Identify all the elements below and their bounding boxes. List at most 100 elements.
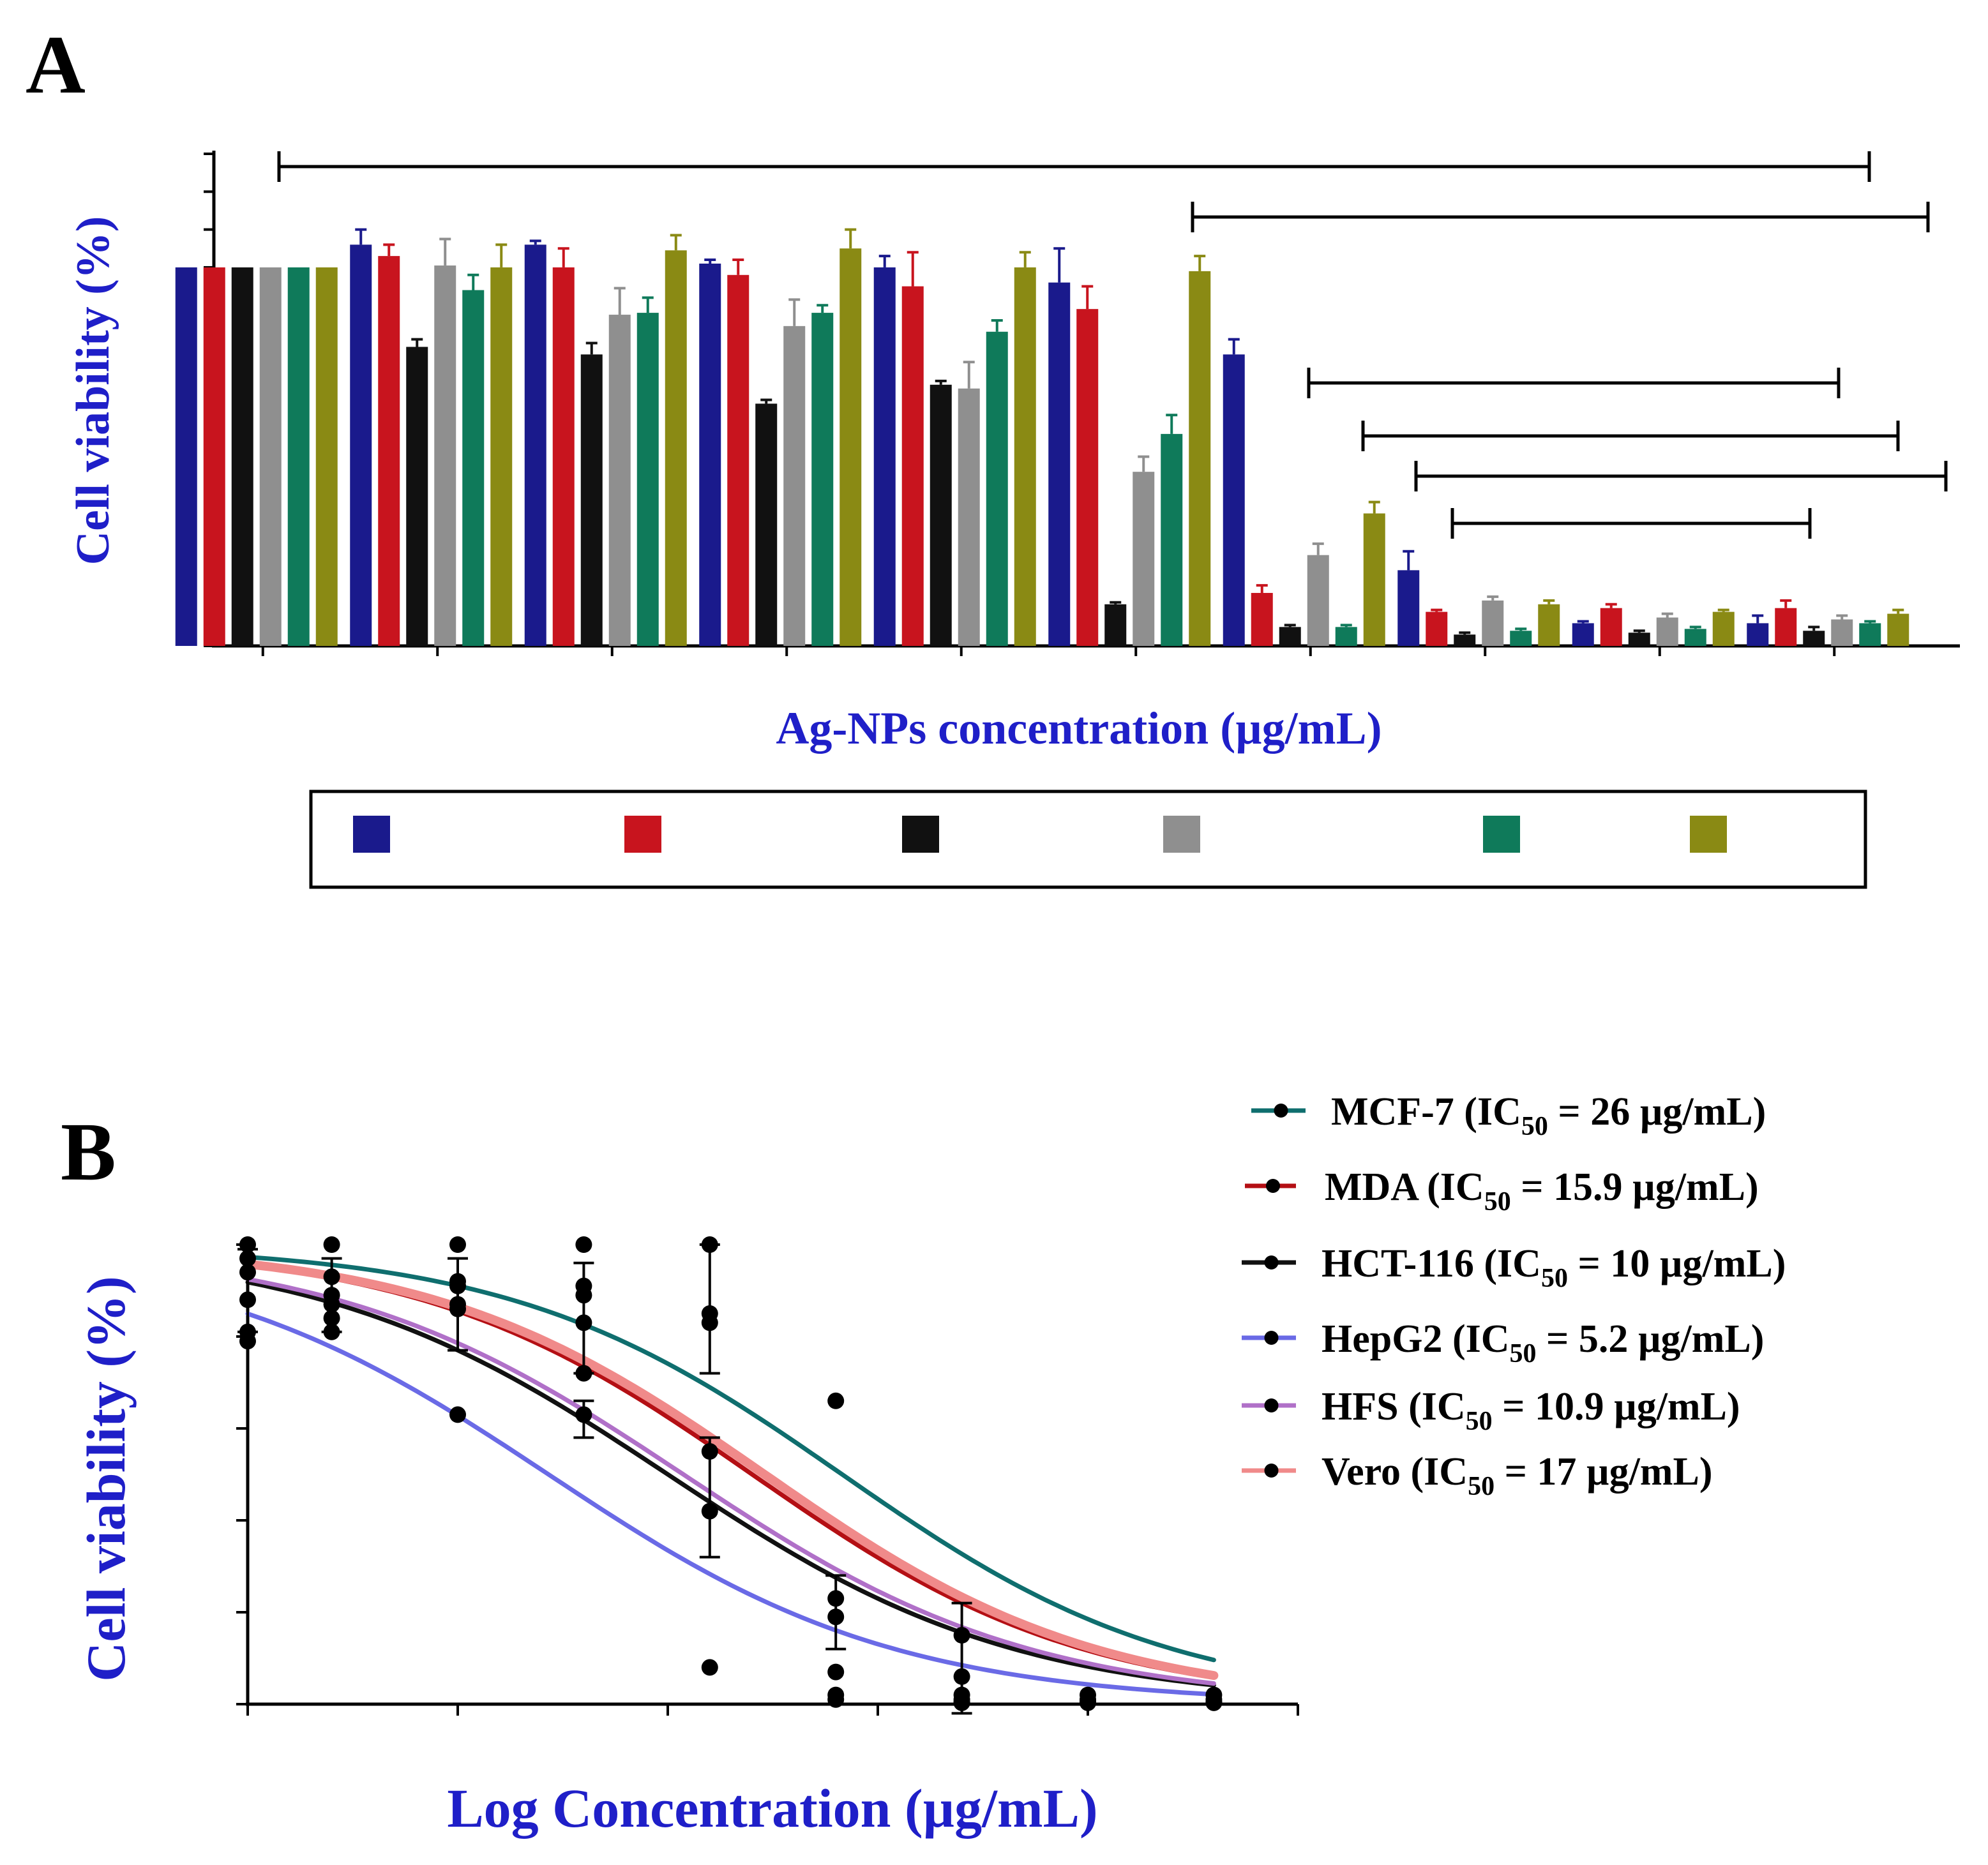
- curve-hepg2: [245, 1311, 1216, 1697]
- bar-hct-116-0.78: [434, 265, 456, 646]
- bar-mcf-7-6.25: [873, 267, 896, 646]
- data-point: [323, 1236, 340, 1253]
- panel-b-label: B: [61, 1106, 116, 1198]
- legend-marker-mda: [1266, 1179, 1280, 1193]
- bar-hfs-1.56: [636, 313, 659, 647]
- bar-hct-116-50: [1482, 600, 1504, 646]
- bar-vero-0: [315, 267, 338, 646]
- bar-vero-100: [1712, 611, 1735, 646]
- panel-a-x-axis-title: Ag-NPs concentration (µg/mL): [776, 703, 1382, 754]
- bar-mcf-7-200: [1747, 623, 1769, 646]
- bar-hct-116-6.25: [958, 388, 980, 646]
- bar-hepg2-0.78: [406, 347, 428, 646]
- bar-mda-100: [1600, 608, 1622, 646]
- bar-hct-116-1.56: [608, 315, 631, 646]
- bar-hfs-12.5: [1161, 433, 1183, 646]
- data-point: [449, 1236, 466, 1253]
- bar-mda-12.5: [1076, 309, 1099, 647]
- bar-hfs-3.125: [811, 313, 834, 647]
- legend-label-vero: Vero (IC50 = 17 µg/mL): [1322, 1450, 1713, 1501]
- bar-hepg2-200: [1803, 631, 1825, 646]
- panel-a-plot: [175, 151, 1960, 656]
- bar-hfs-50: [1510, 631, 1532, 646]
- data-point: [323, 1296, 340, 1313]
- data-point: [953, 1627, 970, 1644]
- legend-label-text: HepG2 (IC: [1322, 1317, 1510, 1361]
- panel-b-x-axis-title: Log Concentration (µg/mL): [447, 1778, 1097, 1839]
- bar-mda-1.56: [552, 267, 575, 646]
- legend-label-subscript: 50: [1484, 1187, 1511, 1217]
- legend-marker-hct-116: [1264, 1255, 1279, 1270]
- data-point: [239, 1250, 256, 1267]
- legend-label-hfs: HFS (IC50 = 10.9 µg/mL): [1322, 1385, 1740, 1436]
- bar-mda-0.78: [378, 256, 400, 647]
- bar-mcf-7-3.125: [699, 263, 721, 646]
- bar-hepg2-25: [1279, 627, 1301, 646]
- bar-vero-3.125: [840, 248, 862, 646]
- bar-mcf-7-0.78: [350, 244, 372, 646]
- data-point: [953, 1694, 970, 1711]
- bar-mda-200: [1775, 608, 1797, 646]
- bar-hct-116-12.5: [1133, 472, 1155, 646]
- legend-marker-hepg2: [1264, 1331, 1279, 1345]
- legend-label-subscript: 50: [1510, 1339, 1537, 1368]
- data-point: [575, 1314, 592, 1331]
- legend-label-text: HCT-116 (IC: [1322, 1242, 1541, 1285]
- data-point: [323, 1323, 340, 1340]
- bar-vero-0.78: [490, 267, 513, 646]
- bar-mda-50: [1426, 611, 1448, 646]
- bar-vero-12.5: [1189, 271, 1211, 646]
- bar-vero-50: [1538, 604, 1560, 646]
- legend-swatch-hct-116: [1163, 816, 1200, 853]
- legend-label-mda: MDA (IC50 = 15.9 µg/mL): [1325, 1165, 1759, 1217]
- bar-hfs-200: [1859, 623, 1881, 646]
- legend-label-subscript: 50: [1521, 1112, 1548, 1141]
- data-point: [827, 1590, 845, 1607]
- legend-label-mcf-7: MCF-7 (IC50 = 26 µg/mL): [1331, 1090, 1766, 1141]
- legend-label-value: = 15.9 µg/mL): [1511, 1165, 1759, 1209]
- bar-hfs-0.78: [462, 290, 485, 646]
- legend-marker-vero: [1264, 1464, 1279, 1478]
- curve-mcf-7: [245, 1255, 1216, 1663]
- bar-hepg2-0: [231, 267, 253, 646]
- legend-box: [309, 790, 1867, 889]
- bar-mda-25: [1251, 592, 1273, 646]
- curve-vero: [243, 1259, 1219, 1681]
- bar-hepg2-50: [1454, 634, 1476, 646]
- panel-a-label: A: [26, 19, 86, 111]
- legend-swatch-mda: [624, 816, 661, 853]
- legend-label-text: HFS (IC: [1322, 1385, 1466, 1428]
- bar-mda-6.25: [901, 286, 924, 647]
- legend-swatch-mcf-7: [353, 816, 390, 853]
- panel-b: B Cell viability (%) Log Concentration (…: [61, 1090, 1786, 1839]
- bar-hepg2-100: [1628, 633, 1650, 646]
- bar-mcf-7-1.56: [524, 244, 546, 646]
- panel-a-y-axis-title: Cell viability (%): [67, 216, 119, 565]
- legend-label-value: = 10 µg/mL): [1568, 1242, 1786, 1285]
- data-point: [575, 1236, 592, 1253]
- bar-vero-6.25: [1014, 267, 1036, 646]
- bar-hct-116-100: [1656, 617, 1678, 646]
- panel-a-significance-brackets: [277, 151, 1948, 539]
- legend-label-hepg2: HepG2 (IC50 = 5.2 µg/mL): [1322, 1317, 1764, 1368]
- bar-mcf-7-100: [1572, 623, 1594, 646]
- data-point: [449, 1277, 466, 1294]
- legend-label-text: MDA (IC: [1325, 1165, 1484, 1209]
- bar-hct-116-25: [1307, 555, 1329, 646]
- data-point: [1205, 1694, 1223, 1711]
- bar-mda-3.125: [727, 274, 749, 646]
- bar-mcf-7-0: [175, 267, 197, 646]
- bar-hepg2-12.5: [1104, 604, 1127, 646]
- legend-label-value: = 17 µg/mL): [1495, 1450, 1712, 1494]
- bar-vero-200: [1887, 613, 1909, 646]
- bar-mcf-7-12.5: [1048, 282, 1071, 647]
- legend-label-value: = 10.9 µg/mL): [1493, 1385, 1740, 1428]
- legend-label-subscript: 50: [1468, 1472, 1495, 1501]
- curve-hct-116: [245, 1280, 1216, 1688]
- bar-mcf-7-50: [1397, 570, 1420, 646]
- data-point: [239, 1264, 256, 1281]
- bar-hfs-0: [287, 267, 310, 646]
- data-point: [449, 1406, 466, 1423]
- legend-label-subscript: 50: [1541, 1264, 1568, 1293]
